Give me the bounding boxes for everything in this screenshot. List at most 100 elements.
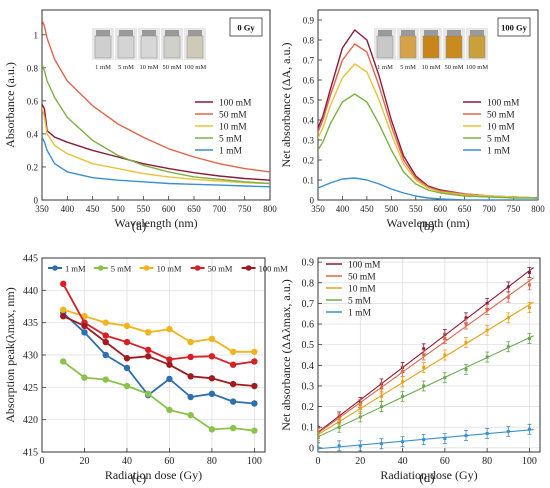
- dose-annotation-box: [229, 17, 263, 37]
- data-point: [422, 347, 426, 351]
- data-point: [229, 361, 237, 368]
- y-tick-label: 0.5: [303, 96, 315, 106]
- legend-marker: [194, 265, 201, 271]
- data-point: [506, 295, 510, 299]
- data-point: [401, 380, 405, 384]
- data-point: [123, 322, 131, 330]
- series-line-50mM: [62, 283, 255, 366]
- data-point: [337, 425, 341, 429]
- inset-vial-label: 100 mM: [184, 64, 206, 71]
- data-point: [337, 444, 341, 448]
- vial-cap: [447, 30, 461, 36]
- legend-label: 100 mM: [348, 261, 381, 271]
- panel-caption-b: (b): [419, 218, 435, 233]
- legend-marker: [143, 265, 150, 271]
- data-point: [102, 319, 109, 326]
- legend-label: 5 mM: [348, 297, 372, 307]
- x-tick-label: 100: [247, 456, 262, 467]
- x-axis-label: Wavelength (nm): [386, 216, 469, 230]
- fit-line-100mM: [318, 266, 534, 433]
- x-tick-label: 650: [458, 204, 472, 214]
- data-point: [60, 313, 67, 320]
- data-point: [485, 301, 489, 305]
- x-tick-label: 40: [398, 456, 408, 467]
- data-point: [506, 285, 510, 289]
- data-point: [123, 338, 131, 346]
- x-tick-label: 100: [522, 456, 537, 467]
- series-line-10mM: [42, 107, 270, 185]
- y-axis-label: Net absorbance (ΔA, a.u.): [279, 42, 293, 167]
- data-point: [464, 322, 468, 326]
- data-point: [527, 306, 531, 310]
- fit-line-5mM: [318, 335, 534, 438]
- vial-body: [376, 35, 394, 59]
- data-point: [443, 336, 447, 340]
- y-tick-label: 0.1: [302, 423, 315, 434]
- data-point: [443, 437, 447, 441]
- series-line-5mM: [318, 93, 538, 199]
- inset-vial-label: 10 mM: [422, 64, 441, 71]
- data-point: [229, 398, 237, 405]
- series-line-50mM: [42, 19, 270, 173]
- x-tick-label: 750: [507, 204, 521, 214]
- y-tick-label: 0.6: [302, 320, 315, 331]
- inset-vial-label: 50 mM: [163, 64, 182, 71]
- legend-label: 1 mM: [348, 309, 372, 319]
- vial-body: [163, 35, 181, 59]
- inset-vial: 1 mM: [374, 28, 396, 71]
- data-point: [464, 433, 468, 437]
- inset-vial-label: 50 mM: [445, 64, 464, 71]
- data-point: [251, 358, 258, 365]
- x-tick-label: 550: [137, 204, 151, 214]
- vial-body: [399, 35, 417, 59]
- y-tick-label: 0.4: [303, 116, 315, 126]
- data-point: [506, 429, 510, 433]
- series-line-10mM: [318, 63, 538, 199]
- data-point: [527, 270, 531, 274]
- data-point: [123, 382, 131, 390]
- series-line-5mM: [62, 360, 255, 432]
- series-line-5mM: [42, 64, 270, 185]
- legend-label: 10 mM: [348, 285, 376, 295]
- data-point: [318, 446, 320, 450]
- vial-body: [117, 35, 135, 59]
- y-tick-label: 415: [23, 448, 38, 459]
- y-tick-label: 0: [309, 443, 314, 454]
- y-tick-label: 0.9: [302, 258, 315, 269]
- x-tick-label: 350: [311, 204, 325, 214]
- data-point: [208, 426, 216, 433]
- panel-caption-d: (d): [419, 470, 435, 485]
- inset-vial-label: 1 mM: [377, 64, 393, 71]
- x-tick-label: 20: [355, 456, 365, 467]
- legend-label: 10 mM: [487, 123, 515, 133]
- vial-body: [445, 35, 463, 59]
- data-point: [506, 316, 510, 320]
- x-tick-label: 600: [433, 204, 447, 214]
- inset-vial: 1 mM: [92, 28, 114, 71]
- vial-cap: [470, 30, 484, 36]
- plot-frame: [317, 257, 541, 453]
- legend-label: 50 mM: [348, 273, 376, 283]
- legend-label: 50 mM: [208, 264, 233, 274]
- x-tick-label: 350: [35, 204, 49, 214]
- inset-vial-label: 5 mM: [400, 64, 416, 71]
- data-point: [229, 380, 237, 388]
- data-point: [485, 431, 489, 435]
- data-point: [166, 406, 173, 414]
- data-point: [422, 384, 426, 388]
- y-tick-label: 0: [310, 196, 315, 206]
- y-tick-label: 0.2: [302, 402, 315, 413]
- data-point: [485, 328, 489, 332]
- data-point: [102, 376, 109, 383]
- data-point: [251, 348, 258, 355]
- vial-cap: [424, 30, 438, 36]
- inset-vial: 100 mM: [466, 28, 488, 71]
- series-line-1mM: [42, 136, 270, 188]
- data-point: [166, 375, 173, 383]
- y-tick-label: 420: [23, 415, 38, 426]
- data-point: [166, 361, 173, 368]
- inset-vial: 5 mM: [397, 28, 419, 71]
- data-point: [251, 427, 258, 434]
- data-point: [81, 313, 88, 320]
- y-tick-label: 0.8: [303, 36, 315, 46]
